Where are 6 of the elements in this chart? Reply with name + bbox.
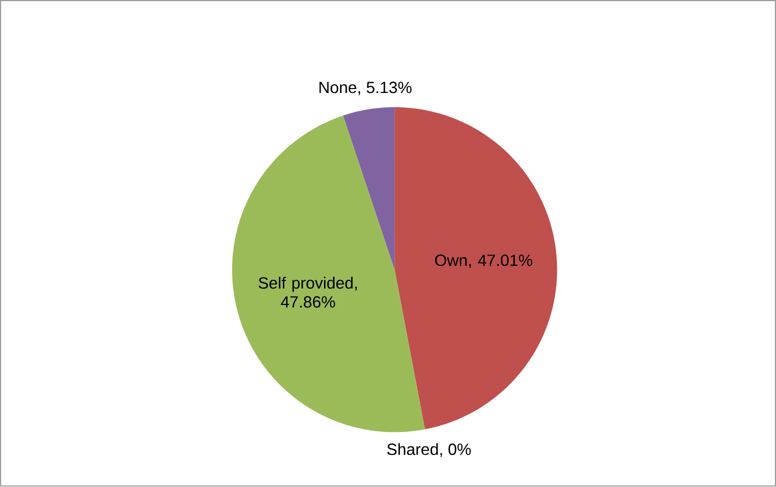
slice-label: Own (435, 254, 467, 266)
category-label: Shared (387, 443, 438, 456)
data-label: , 5.13% (358, 82, 412, 96)
data-label: , 47.01% (469, 254, 532, 268)
text: , 0% (440, 444, 471, 458)
slice-label: None (320, 82, 356, 94)
